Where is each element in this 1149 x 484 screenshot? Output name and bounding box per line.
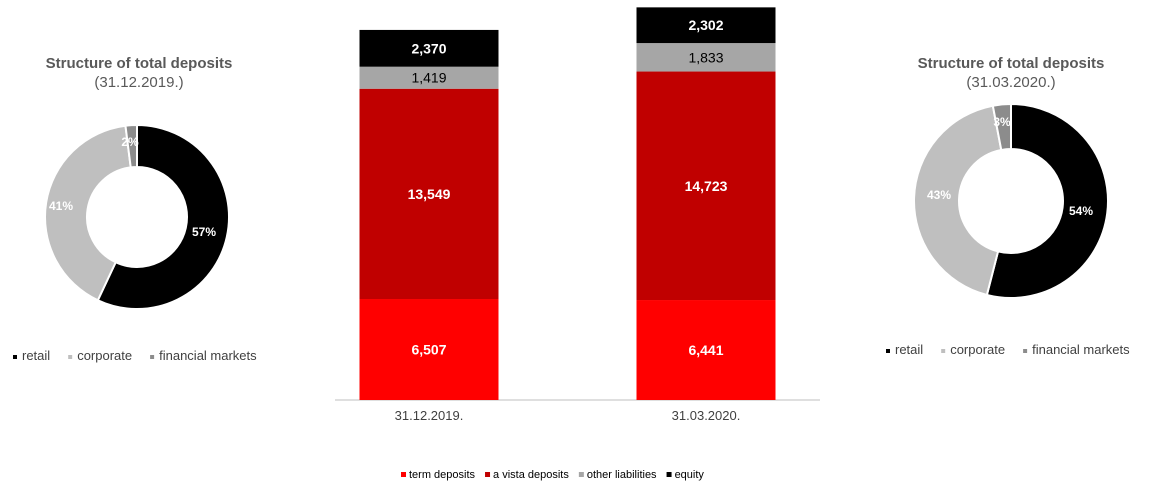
bar-value-label: 2,370 xyxy=(411,40,446,56)
legend-marker xyxy=(150,355,155,359)
bar-value-label: 14,723 xyxy=(685,178,728,194)
legend-label: retail xyxy=(895,342,923,357)
donut-title: Structure of total deposits xyxy=(918,55,1105,72)
donut-slice-financial-markets xyxy=(991,102,1012,152)
legend-label: financial markets xyxy=(1032,342,1130,357)
donut-value-label: 2% xyxy=(121,135,139,149)
x-tick-label: 31.12.2019. xyxy=(395,408,464,423)
legend-label: term deposits xyxy=(409,469,476,481)
bar-value-label: 2,302 xyxy=(688,17,723,33)
bar-value-label: 1,419 xyxy=(411,70,446,86)
bar-segment-other-liabilities xyxy=(636,43,776,72)
bar-value-label: 6,507 xyxy=(411,342,446,358)
legend-label: corporate xyxy=(950,342,1005,357)
legend-marker xyxy=(578,472,584,477)
bar-segment-other-liabilities xyxy=(359,66,499,89)
donut-value-label: 3% xyxy=(993,115,1011,129)
donut-slice-financial-markets xyxy=(124,123,138,169)
donut-value-label: 43% xyxy=(927,188,951,202)
legend-label: corporate xyxy=(77,348,132,363)
bar-segment-term-deposits xyxy=(636,300,776,400)
donut-slice-retail xyxy=(96,123,230,310)
legend-label: other liabilities xyxy=(587,469,657,481)
legend-marker xyxy=(68,355,73,359)
donut-title: Structure of total deposits xyxy=(46,55,233,72)
legend-marker xyxy=(13,355,17,359)
legend-marker xyxy=(401,472,406,477)
legend-label: equity xyxy=(675,469,705,481)
legend-marker xyxy=(1023,349,1028,353)
donut-value-label: 57% xyxy=(192,225,216,239)
donut-slice-retail xyxy=(985,102,1109,299)
legend-label: a vista deposits xyxy=(493,469,569,481)
bar-value-label: 6,441 xyxy=(688,342,723,358)
donut-value-label: 41% xyxy=(49,199,73,213)
bar-segment-equity xyxy=(359,29,499,67)
bar-value-label: 1,833 xyxy=(688,49,723,65)
donut-subtitle: (31.03.2020.) xyxy=(966,74,1055,91)
bar-segment-term-deposits xyxy=(359,299,499,400)
donut-slice-corporate xyxy=(44,124,132,302)
legend-marker xyxy=(941,349,946,353)
legend-marker xyxy=(485,472,491,477)
donut-slice-corporate xyxy=(913,104,1003,297)
donut-subtitle: (31.12.2019.) xyxy=(94,74,183,91)
legend-marker xyxy=(886,349,890,353)
bar-segment-a-vista-deposits xyxy=(359,88,499,300)
bar-value-label: 13,549 xyxy=(408,186,451,202)
bar-segment-a-vista-deposits xyxy=(636,71,776,301)
x-tick-label: 31.03.2020. xyxy=(672,408,741,423)
bar-segment-equity xyxy=(636,7,776,44)
donut-value-label: 54% xyxy=(1069,204,1093,218)
legend-marker xyxy=(666,472,672,477)
legend-label: financial markets xyxy=(159,348,257,363)
legend-label: retail xyxy=(22,348,50,363)
